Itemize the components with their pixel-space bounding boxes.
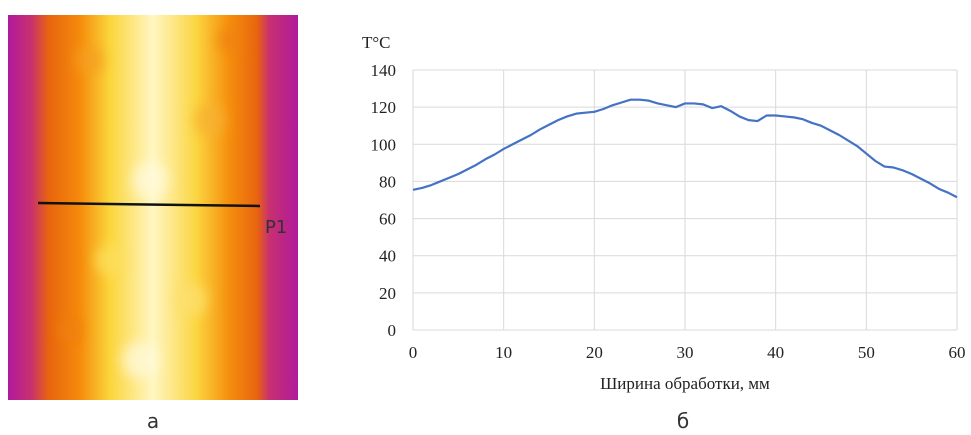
caption: а: [147, 409, 159, 433]
y-tick-label: 20: [379, 284, 396, 303]
marker-label: P1: [265, 217, 287, 238]
x-tick-label: 20: [586, 343, 603, 362]
x-tick-label: 30: [677, 343, 694, 362]
y-tick-label: 0: [388, 321, 397, 340]
x-tick-label: 10: [495, 343, 512, 362]
y-tick-label: 100: [371, 135, 397, 154]
figure: P1 а б T°C Ширина обработки, мм 0 20 40 60 8…: [0, 0, 971, 435]
plot: 0 20 40 60 80 100 120 140 0 10 20 30 40 50 60: [371, 61, 966, 362]
y-tick-label: 60: [379, 210, 396, 229]
caption: б: [677, 409, 689, 433]
x-tick-label: 40: [767, 343, 784, 362]
x-axis-label: Ширина обработки, мм: [600, 374, 770, 393]
y-tick-label: 140: [371, 61, 397, 80]
y-tick-label: 40: [379, 247, 396, 266]
y-tick-label: 120: [371, 98, 397, 117]
x-tick-label: 0: [409, 343, 418, 362]
x-tick-label: 50: [858, 343, 875, 362]
x-tick-label: 60: [949, 343, 966, 362]
y-axis-label: T°C: [362, 33, 391, 52]
y-tick-label: 80: [379, 172, 396, 191]
thermal-image: P1: [8, 15, 298, 400]
